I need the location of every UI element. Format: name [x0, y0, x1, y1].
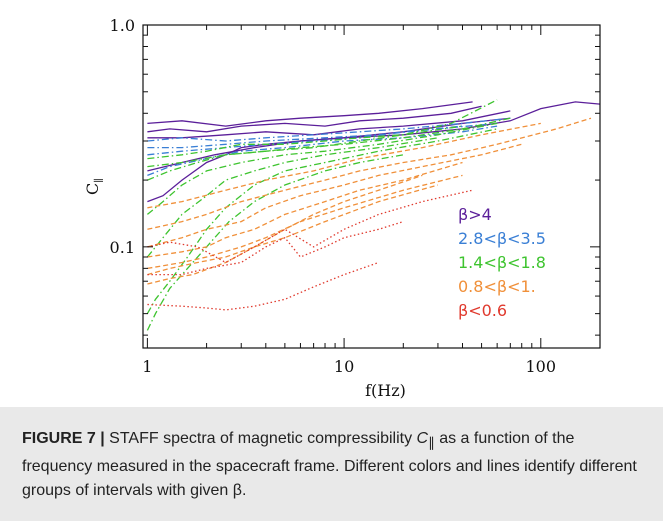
series-line-23	[147, 189, 473, 264]
series-line-12	[146, 137, 439, 258]
caption-symbol: C	[416, 430, 429, 447]
legend-entry-0: β>4	[458, 205, 492, 224]
series-line-5	[147, 117, 511, 142]
series-line-10	[147, 117, 511, 181]
y-tick-label-1: 1.0	[110, 16, 135, 35]
series-line-16	[147, 117, 592, 230]
series-line-18	[147, 161, 463, 258]
series-line-0	[147, 101, 473, 127]
x-tick-label-0: 1	[142, 357, 152, 376]
series-line-1	[147, 105, 482, 133]
chart-panel: 1 10 100 0.1 1.0 f(Hz) C∥ β>4 2.8<β<3.5 1.4<β<1.…	[83, 16, 601, 400]
series-line-8	[147, 122, 498, 149]
series-line-17	[147, 143, 522, 248]
series-line-14	[146, 154, 404, 331]
x-tick-label-2: 100	[526, 357, 557, 376]
series-line-24	[147, 220, 404, 276]
legend-entry-4: β<0.6	[458, 301, 507, 320]
y-tick-label-0: 0.1	[110, 238, 135, 257]
caption-label: FIGURE 7 |	[22, 430, 105, 447]
x-axis-label: f(Hz)	[365, 381, 406, 400]
line-chart: 1 10 100 0.1 1.0 f(Hz) C∥ β>4 2.8<β<3.5 1.4<β<1.…	[83, 16, 601, 400]
legend-entry-2: 1.4<β<1.8	[458, 253, 546, 272]
legend-entry-3: 0.8<β<1.	[458, 277, 536, 296]
series-line-7	[147, 125, 498, 177]
y-axis-label-text: C∥	[83, 178, 105, 195]
series-line-19	[147, 174, 463, 270]
series-line-20	[147, 184, 439, 276]
series-line-13	[146, 128, 498, 314]
y-axis-label-subscript: ∥	[93, 178, 105, 183]
x-tick-label-1: 10	[334, 357, 354, 376]
legend: β>4 2.8<β<3.5 1.4<β<1.8 0.8<β<1. β<0.6	[458, 205, 546, 320]
series-line-9	[147, 99, 498, 160]
tick-layer	[143, 24, 601, 348]
series-line-21	[147, 122, 541, 209]
plot-frame	[142, 24, 601, 349]
series-layer	[146, 99, 601, 331]
series-line-15	[147, 125, 463, 168]
caption-text-start: STAFF spectra of magnetic compressibilit…	[104, 430, 417, 447]
series-line-2	[147, 110, 511, 139]
series-line-11	[146, 122, 498, 215]
caption-symbol-subscript: ∥	[428, 435, 435, 451]
series-line-25	[147, 261, 379, 311]
y-axis-label: C∥	[83, 178, 105, 195]
figure-caption: FIGURE 7 | STAFF spectra of magnetic com…	[0, 407, 663, 521]
caption-text-end: as a function of the frequency measured …	[22, 430, 637, 500]
legend-entry-1: 2.8<β<3.5	[458, 229, 546, 248]
